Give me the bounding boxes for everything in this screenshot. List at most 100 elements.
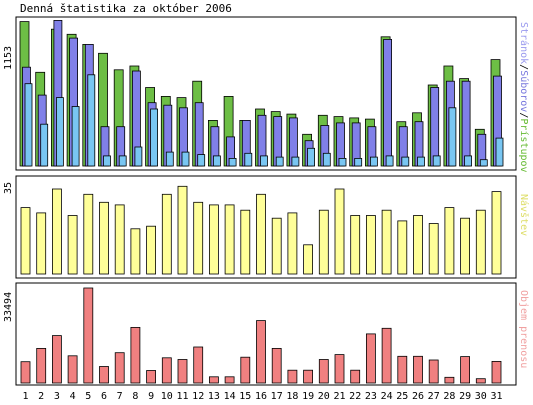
day-label: 10 — [161, 391, 173, 402]
traffic-bar — [83, 287, 94, 384]
traffic-bar — [350, 369, 361, 384]
traffic-max-label: 33494 — [3, 292, 14, 322]
hits-bar-stranok — [401, 156, 410, 167]
visits-max-label: 35 — [3, 182, 14, 194]
traffic-bar — [67, 355, 78, 384]
day-label: 22 — [349, 391, 361, 402]
day-label: 14 — [224, 391, 236, 402]
day-label: 12 — [192, 391, 204, 402]
day-label: 3 — [54, 391, 60, 402]
traffic-bar — [460, 356, 471, 384]
traffic-bar — [146, 370, 157, 384]
hits-bars — [19, 19, 504, 167]
visits-bar — [460, 217, 471, 275]
hits-max-label: 1153 — [3, 46, 14, 70]
traffic-bar — [177, 359, 188, 384]
day-label: 16 — [255, 391, 267, 402]
hits-bar-stranok — [134, 146, 143, 167]
day-label: 24 — [381, 391, 393, 402]
hits-bar-stranok — [212, 155, 221, 167]
traffic-bar — [381, 327, 392, 384]
hits-bar-stranok — [118, 155, 127, 167]
hits-bar-stranok — [448, 107, 457, 167]
hits-bar-stranok — [56, 97, 64, 167]
visits-bar — [99, 201, 109, 275]
visits-bar — [318, 209, 329, 275]
visits-bar — [177, 185, 188, 275]
legend-sep-1: / — [518, 64, 529, 70]
day-label: 18 — [286, 391, 298, 402]
legend-stranok: Stránok — [518, 22, 530, 64]
day-label: 1 — [22, 391, 28, 402]
traffic-bar — [36, 347, 47, 384]
hits-bar-stranok — [417, 156, 425, 167]
day-label: 27 — [428, 391, 440, 402]
visits-bars — [20, 185, 502, 275]
hits-bar-stranok — [464, 155, 473, 167]
traffic-legend-label: Objem prenosu — [518, 290, 529, 368]
traffic-bar — [130, 326, 141, 384]
day-label: 15 — [239, 391, 251, 402]
visits-bar — [146, 225, 157, 275]
traffic-bar — [52, 335, 62, 384]
hits-bar-stranok — [244, 152, 253, 167]
hits-bar-stranok — [338, 157, 347, 167]
hits-bar-stranok — [197, 154, 206, 167]
traffic-bar — [240, 356, 251, 384]
traffic-bar — [444, 376, 455, 384]
traffic-bar — [256, 320, 266, 384]
day-label: 17 — [271, 391, 283, 402]
hits-bar-suborov — [430, 87, 440, 167]
hits-bar-stranok — [354, 157, 363, 167]
day-label: 25 — [396, 391, 408, 402]
day-label: 30 — [475, 391, 487, 402]
traffic-bar — [114, 352, 125, 384]
day-label: 7 — [117, 391, 123, 402]
day-label: 19 — [302, 391, 314, 402]
hits-bar-stranok — [71, 106, 80, 167]
traffic-bar — [491, 360, 502, 384]
visits-bar — [83, 193, 94, 275]
visits-bar — [161, 193, 172, 275]
visits-bar — [381, 209, 392, 275]
visits-bar — [193, 201, 204, 275]
hits-panel-frame — [15, 16, 517, 171]
traffic-bar — [397, 355, 408, 384]
hits-bar-stranok — [307, 147, 316, 167]
visits-bar — [271, 217, 282, 275]
visits-bar — [397, 220, 408, 275]
traffic-bars — [20, 287, 502, 384]
day-label: 26 — [412, 391, 424, 402]
traffic-bar — [475, 378, 486, 384]
visits-bar — [444, 207, 455, 275]
visits-bar — [256, 193, 266, 275]
chart-title: Denná štatistika za október 2006 — [20, 2, 232, 15]
day-labels: 1 2 3 4 5 6 7 8 9 10 11 12 13 14 15 16 17 18 19 20 21 22 23 24 2… — [22, 391, 502, 402]
day-label: 21 — [333, 391, 345, 402]
hits-bar-stranok — [40, 123, 49, 167]
visits-bar — [67, 215, 78, 275]
day-label: 8 — [132, 391, 138, 402]
day-label: 31 — [490, 391, 502, 402]
visits-bar — [130, 228, 141, 275]
traffic-bar — [161, 357, 172, 384]
visits-bar — [208, 204, 219, 275]
hits-bar-suborov — [383, 39, 393, 167]
day-label: 2 — [38, 391, 44, 402]
hits-bar-stranok — [150, 108, 159, 167]
traffic-panel-frame — [15, 282, 517, 386]
visits-bar — [428, 223, 439, 275]
visits-bar — [491, 191, 502, 275]
day-label: 9 — [148, 391, 154, 402]
hits-bar-stranok — [165, 151, 174, 167]
day-label: 5 — [85, 391, 91, 402]
hits-bar-stranok — [87, 74, 96, 167]
visits-legend-label: Návštev — [518, 194, 530, 236]
traffic-bar — [303, 369, 314, 384]
traffic-bar — [287, 369, 298, 384]
hits-bar-stranok — [322, 152, 331, 167]
visits-bar — [350, 215, 361, 275]
day-label: 20 — [318, 391, 330, 402]
visits-bar — [240, 209, 251, 275]
traffic-bar — [224, 376, 235, 384]
